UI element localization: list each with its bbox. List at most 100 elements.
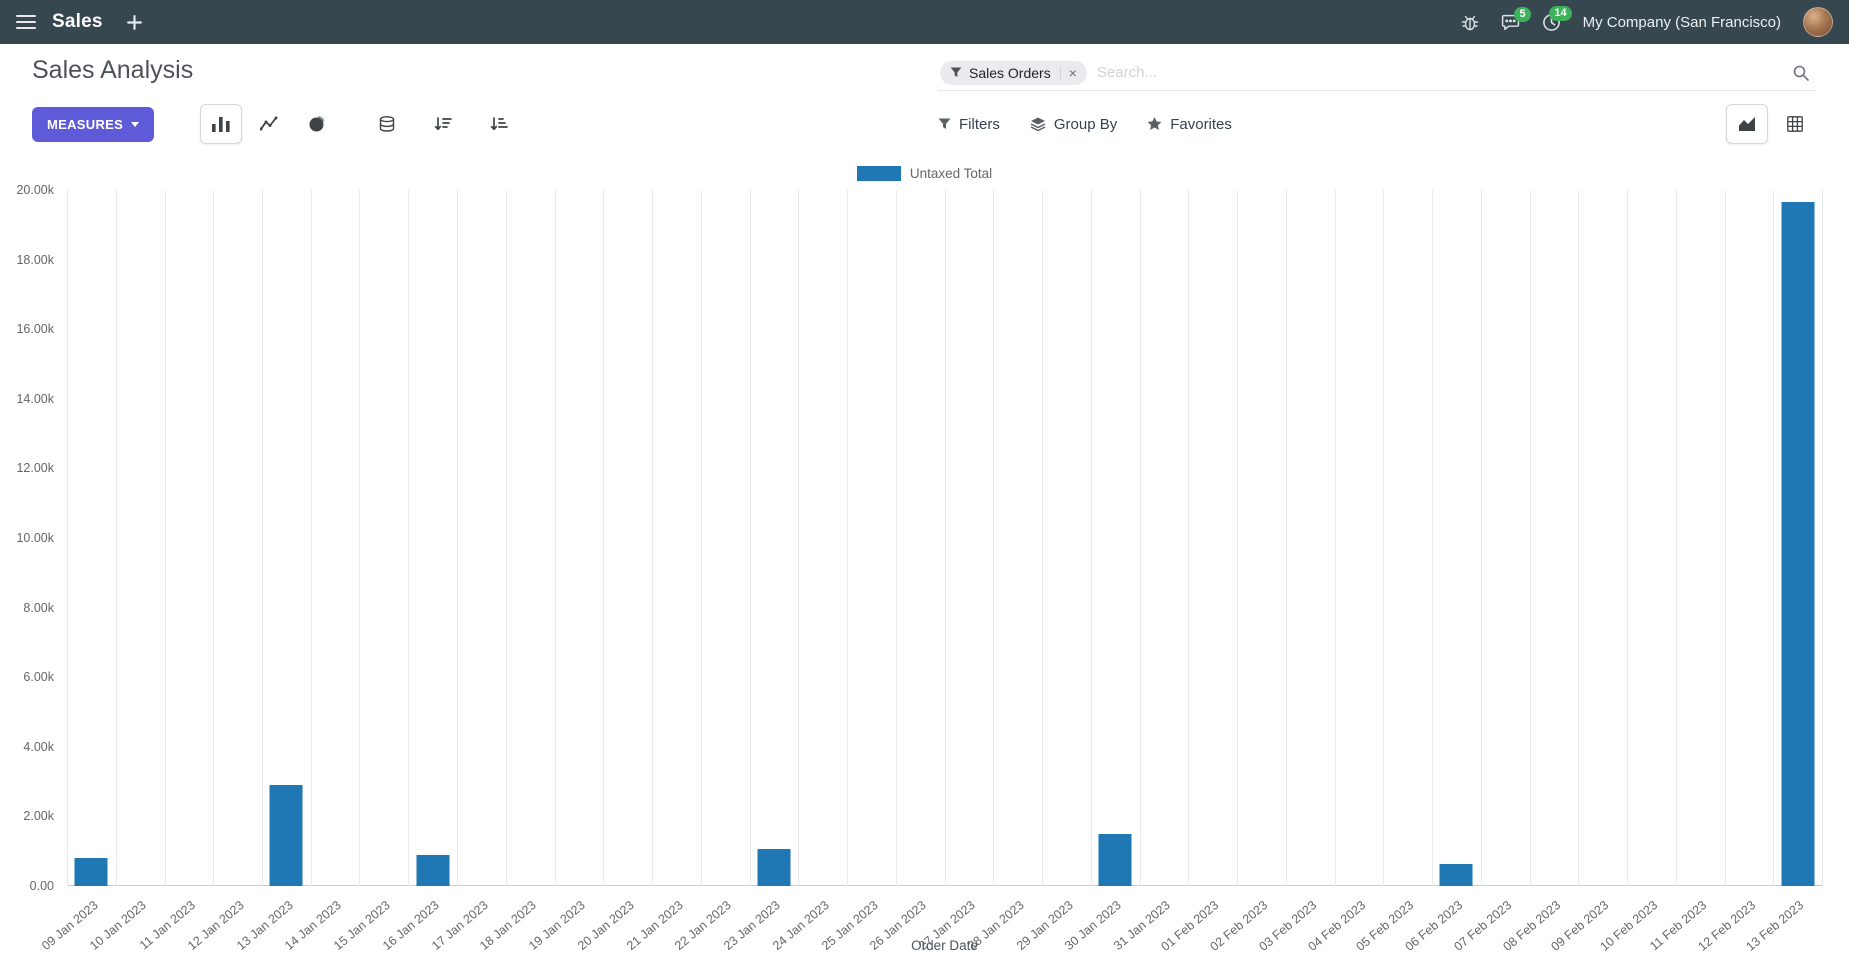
gridline [67,190,68,886]
chevron-down-icon [131,121,140,127]
measures-button[interactable]: MEASURES [32,106,155,142]
layers-icon [1030,117,1046,131]
y-tick-label: 12.00k [16,461,54,476]
messages-icon[interactable]: 5 [1501,6,1531,31]
bar-16-jan-2023[interactable] [416,854,450,886]
gridline [310,190,312,886]
chart-legend[interactable]: Untaxed Total [0,166,1849,181]
toolbar-row: MEASURES [0,96,1849,152]
gridline [1188,190,1190,886]
gridline [1773,190,1775,886]
line-chart-button[interactable] [248,104,290,144]
chart-option-group [366,104,520,144]
breadcrumb-row: Sales Analysis Sales Orders × [0,44,1849,96]
activities-badge: 14 [1549,5,1572,21]
filters-button[interactable]: Filters [938,116,1000,133]
chart-type-group [200,104,338,144]
gridline [993,190,995,886]
gridline [1529,190,1531,886]
y-tick-label: 8.00k [23,600,54,615]
view-switcher [1726,104,1816,144]
filter-funnel-icon [938,118,951,130]
gridline [505,190,507,886]
page-title: Sales Analysis [32,55,194,84]
navbar-systray: 5 14 My Company (San Francisco) [1461,5,1833,37]
sort-ascending-button[interactable] [478,104,520,144]
filters-label: Filters [959,115,1000,133]
apps-menu-icon[interactable] [16,15,36,29]
chart-section: Untaxed Total 0.00 2.00k 4.00k 6.00k 8.00k 10… [0,152,1849,958]
user-avatar[interactable] [1803,7,1833,37]
bar-13-feb-2023[interactable] [1781,202,1815,886]
y-tick-label: 14.00k [16,391,54,406]
gridline [115,190,117,886]
sort-descending-button[interactable] [422,104,464,144]
gridline [1236,190,1238,886]
control-panel: Sales Analysis Sales Orders × [0,44,1849,152]
bar-30-jan-2023[interactable] [1098,833,1132,886]
graph-view-button[interactable] [1726,104,1768,144]
gridline [847,190,848,886]
gridline [1139,190,1141,886]
legend-label: Untaxed Total [909,166,993,181]
pivot-view-button[interactable] [1774,104,1816,144]
search-icon[interactable] [1792,64,1810,82]
favorites-label: Favorites [1170,115,1232,133]
gridline [408,190,410,886]
gridline [164,190,166,886]
gridline [1285,190,1287,886]
filter-funnel-icon [950,67,962,78]
group-by-button[interactable]: Group By [1030,116,1117,133]
y-tick-label: 4.00k [23,739,54,754]
y-tick-label: 2.00k [23,809,54,824]
gridline [1724,190,1726,886]
measures-label: MEASURES [47,116,124,132]
favorites-button[interactable]: Favorites [1147,116,1232,133]
bar-06-feb-2023[interactable] [1439,864,1473,886]
plot-area [67,190,1823,886]
y-tick-label: 20.00k [16,183,54,197]
y-tick-label: 10.00k [16,531,54,545]
bar-09-jan-2023[interactable] [74,858,108,886]
gridline [1383,190,1385,886]
gridline [1822,190,1823,886]
navbar-left: Sales [16,11,142,33]
bar-23-jan-2023[interactable] [757,849,791,886]
y-tick-label: 6.00k [23,670,54,685]
gridline [895,190,897,886]
company-switcher[interactable]: My Company (San Francisco) [1582,13,1781,31]
search-facet[interactable]: Sales Orders × [940,60,1087,85]
y-tick-label: 0.00 [29,879,54,893]
messages-badge: 5 [1514,6,1531,22]
search-bar: Sales Orders × [938,55,1816,91]
gridline [1432,190,1433,886]
pie-chart-button[interactable] [296,104,338,144]
bar-13-jan-2023[interactable] [269,785,303,886]
legend-swatch [856,166,901,181]
gridline [1627,190,1628,886]
gridline [213,190,215,886]
gridline [651,190,653,886]
search-input[interactable] [1086,64,1792,81]
gridline [1480,190,1482,886]
stacked-toggle-button[interactable] [366,104,408,144]
gridline [700,190,702,886]
plus-icon[interactable] [126,14,142,30]
x-axis-title: Order Date [911,938,978,953]
gridline [749,190,751,886]
search-options-group: Filters Group By Favorites [938,116,1232,133]
activities-clock-icon[interactable]: 14 [1542,5,1572,32]
gridline [359,190,361,886]
app-name[interactable]: Sales [52,11,103,32]
gridline [944,190,946,886]
gridline [1578,190,1580,886]
gridline [1334,190,1336,886]
facet-remove-button[interactable]: × [1059,65,1077,80]
y-tick-label: 16.00k [16,322,54,337]
gridline [603,190,605,886]
bar-chart-button[interactable] [200,104,243,144]
gridline [798,190,800,886]
bug-icon[interactable] [1461,14,1479,31]
search-facet-label: Sales Orders [969,64,1051,81]
